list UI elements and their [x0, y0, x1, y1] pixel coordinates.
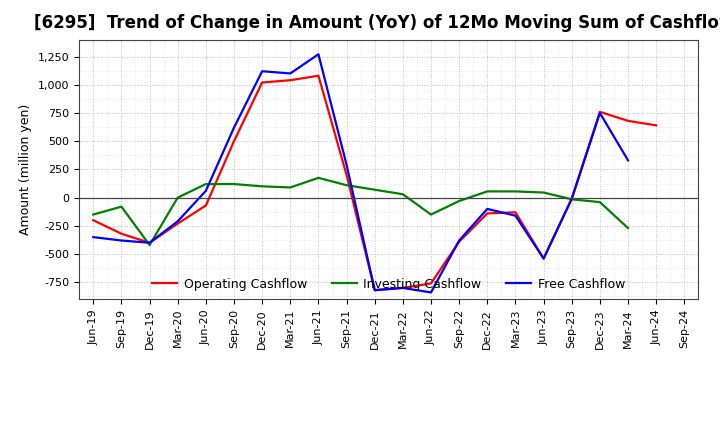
Investing Cashflow [230, 181, 238, 187]
Free Cashflow [314, 51, 323, 57]
Line: Operating Cashflow: Operating Cashflow [94, 76, 656, 290]
Free Cashflow [483, 206, 492, 212]
Free Cashflow [567, 196, 576, 202]
Operating Cashflow [567, 196, 576, 202]
Free Cashflow [455, 238, 464, 243]
Legend: Operating Cashflow, Investing Cashflow, Free Cashflow: Operating Cashflow, Investing Cashflow, … [148, 272, 630, 296]
Y-axis label: Amount (million yen): Amount (million yen) [19, 104, 32, 235]
Free Cashflow [370, 287, 379, 293]
Free Cashflow [286, 71, 294, 76]
Free Cashflow [427, 290, 436, 295]
Operating Cashflow [230, 139, 238, 144]
Free Cashflow [202, 188, 210, 194]
Investing Cashflow [202, 181, 210, 187]
Line: Free Cashflow: Free Cashflow [94, 54, 628, 293]
Operating Cashflow [314, 73, 323, 78]
Investing Cashflow [117, 204, 126, 209]
Free Cashflow [117, 238, 126, 243]
Operating Cashflow [145, 240, 154, 246]
Free Cashflow [174, 219, 182, 224]
Operating Cashflow [511, 209, 520, 215]
Operating Cashflow [342, 172, 351, 178]
Investing Cashflow [624, 225, 632, 231]
Investing Cashflow [145, 242, 154, 248]
Operating Cashflow [483, 211, 492, 216]
Line: Investing Cashflow: Investing Cashflow [94, 178, 628, 245]
Free Cashflow [145, 240, 154, 246]
Operating Cashflow [258, 80, 266, 85]
Free Cashflow [624, 158, 632, 163]
Operating Cashflow [117, 231, 126, 236]
Investing Cashflow [370, 187, 379, 192]
Investing Cashflow [258, 183, 266, 189]
Investing Cashflow [399, 191, 408, 197]
Operating Cashflow [595, 109, 604, 114]
Operating Cashflow [652, 123, 660, 128]
Investing Cashflow [427, 212, 436, 217]
Free Cashflow [342, 162, 351, 168]
Operating Cashflow [89, 217, 98, 223]
Title: [6295]  Trend of Change in Amount (YoY) of 12Mo Moving Sum of Cashflows: [6295] Trend of Change in Amount (YoY) o… [34, 15, 720, 33]
Free Cashflow [258, 69, 266, 74]
Operating Cashflow [624, 118, 632, 124]
Investing Cashflow [455, 198, 464, 204]
Operating Cashflow [399, 285, 408, 290]
Operating Cashflow [174, 221, 182, 226]
Investing Cashflow [89, 212, 98, 217]
Investing Cashflow [567, 197, 576, 202]
Investing Cashflow [174, 195, 182, 200]
Investing Cashflow [595, 199, 604, 205]
Free Cashflow [595, 110, 604, 116]
Free Cashflow [511, 213, 520, 218]
Free Cashflow [539, 256, 548, 261]
Investing Cashflow [483, 189, 492, 194]
Free Cashflow [230, 125, 238, 130]
Operating Cashflow [286, 77, 294, 83]
Investing Cashflow [539, 190, 548, 195]
Operating Cashflow [370, 287, 379, 293]
Operating Cashflow [539, 256, 548, 261]
Investing Cashflow [342, 183, 351, 188]
Operating Cashflow [202, 203, 210, 208]
Free Cashflow [399, 285, 408, 290]
Operating Cashflow [455, 239, 464, 244]
Investing Cashflow [286, 185, 294, 190]
Investing Cashflow [511, 189, 520, 194]
Operating Cashflow [427, 281, 436, 286]
Free Cashflow [89, 235, 98, 240]
Investing Cashflow [314, 175, 323, 180]
